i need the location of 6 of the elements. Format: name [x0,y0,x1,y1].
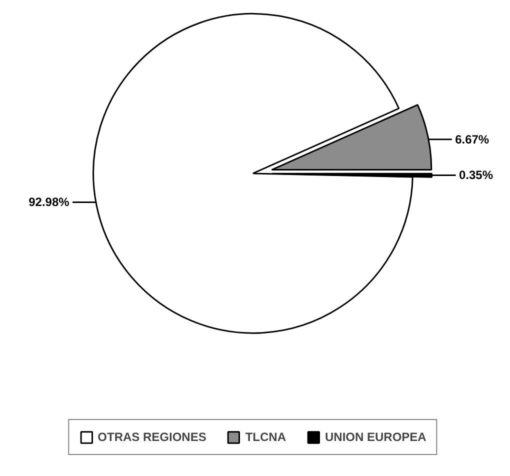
legend-label: TLCNA [245,430,286,444]
data-label: 6.67% [455,132,490,146]
data-label: 92.98% [28,195,70,210]
legend-label: UNION EUROPEA [325,430,426,444]
legend-label: OTRAS REGIONES [98,430,206,444]
data-label: 0.35% [458,168,494,182]
